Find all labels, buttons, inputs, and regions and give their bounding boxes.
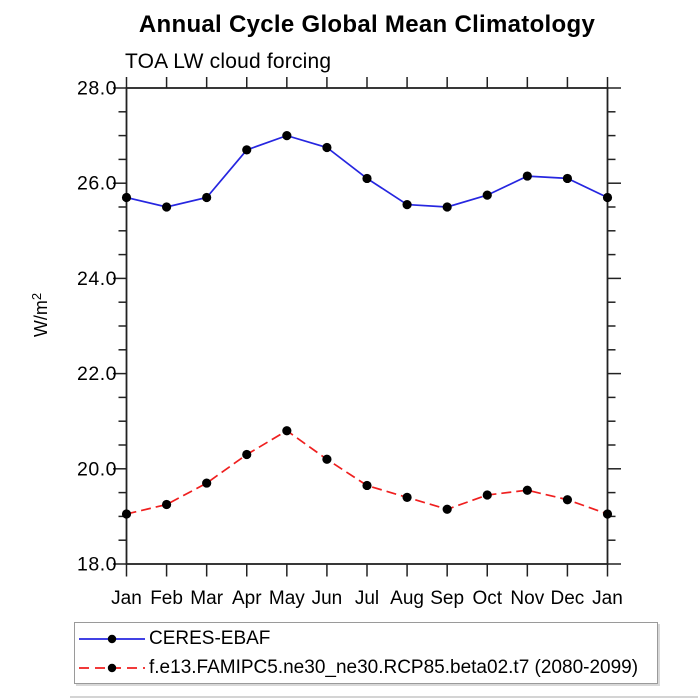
series-1-line <box>126 429 608 515</box>
series-0-marker <box>282 131 292 141</box>
legend-line-sample-solid <box>79 634 145 643</box>
y-axis: 18.0 20.0 22.0 24.0 26.0 28.0 <box>77 78 621 576</box>
series-1-marker <box>402 492 412 502</box>
y-tick-label: 28.0 <box>77 78 117 100</box>
series-0-marker <box>562 173 573 184</box>
chart-subtitle: TOA LW cloud forcing <box>125 50 332 73</box>
legend-box: CERES-EBAF f.e13.FAMIPC5.ne30_ne30.RCP85… <box>74 622 658 684</box>
x-tick-label: Dec <box>551 588 585 609</box>
x-tick-label: Nov <box>510 588 544 609</box>
series-0-marker <box>242 145 252 155</box>
legend-item-ceres: CERES-EBAF <box>75 624 657 653</box>
x-tick-label: Apr <box>232 588 262 609</box>
x-tick-label: Jul <box>355 588 379 609</box>
y-tick-label: 22.0 <box>77 363 117 385</box>
series-0-marker <box>362 173 372 184</box>
series-1-marker <box>121 509 132 519</box>
x-tick-label: Feb <box>150 588 183 609</box>
legend-label-model: f.e13.FAMIPC5.ne30_ne30.RCP85.beta02.t7 … <box>149 656 639 678</box>
x-tick-label: Mar <box>190 588 223 609</box>
x-axis: Jan Feb Mar Apr May Jun Jul Aug Sep Oct Nov Dec Jan <box>111 77 623 609</box>
series-1-marker <box>242 449 252 460</box>
series-1-marker <box>362 480 372 491</box>
series-1-marker <box>522 485 532 495</box>
y-tick-label: 26.0 <box>77 173 117 195</box>
series-1-marker <box>161 499 172 510</box>
x-tick-label: Jan <box>592 588 623 609</box>
series-0-marker <box>602 192 613 203</box>
series-1-marker <box>442 504 452 514</box>
x-tick-label: Oct <box>472 588 502 609</box>
bottom-divider <box>70 696 698 698</box>
series-0-marker <box>402 200 412 210</box>
x-tick-label: May <box>269 588 305 609</box>
legend-label-ceres: CERES-EBAF <box>149 627 271 649</box>
x-tick-label: Jun <box>312 588 343 609</box>
x-tick-label: Sep <box>430 588 464 609</box>
series-1-marker <box>562 495 573 505</box>
x-tick-label: Jan <box>111 588 142 609</box>
series-1 <box>121 426 613 519</box>
y-tick-label: 20.0 <box>77 458 117 480</box>
series-1-marker <box>482 490 492 500</box>
legend-item-model: f.e13.FAMIPC5.ne30_ne30.RCP85.beta02.t7 … <box>75 653 657 682</box>
legend-line-sample-dashed <box>79 663 145 672</box>
series-1-marker <box>322 454 332 464</box>
chart-title: Annual Cycle Global Mean Climatology <box>138 11 596 38</box>
x-tick-label: Aug <box>390 588 424 609</box>
series-0-marker <box>442 202 452 212</box>
series-1-marker <box>282 426 292 436</box>
y-axis-label: W/m2 <box>29 293 51 337</box>
y-tick-label: 18.0 <box>77 554 117 576</box>
series-0-line <box>126 134 608 208</box>
series-0-marker <box>482 190 492 200</box>
series-1-marker <box>202 478 212 488</box>
series-0 <box>121 131 613 212</box>
series-0-marker <box>522 171 532 181</box>
series-0-marker <box>202 192 212 203</box>
series-0-marker <box>121 192 132 203</box>
series-0-marker <box>161 202 172 212</box>
y-tick-label: 24.0 <box>77 268 117 290</box>
series-1-marker <box>602 509 613 519</box>
series-0-marker <box>322 142 332 153</box>
